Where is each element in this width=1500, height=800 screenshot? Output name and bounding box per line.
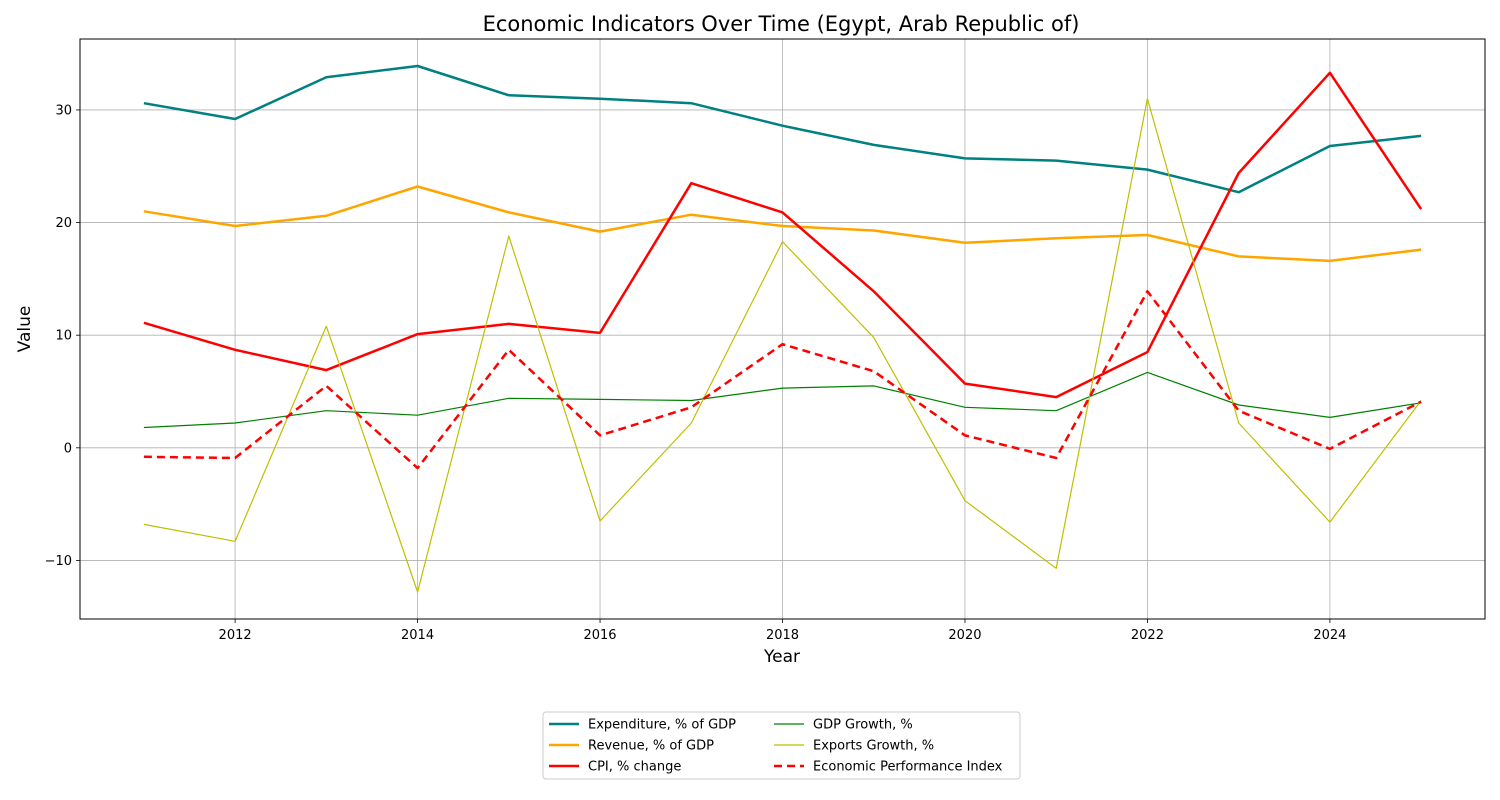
series-line bbox=[143, 185, 1422, 263]
legend-label: Economic Performance Index bbox=[813, 760, 1003, 775]
x-tick-label: 2020 bbox=[948, 628, 981, 643]
y-tick-label: 0 bbox=[64, 441, 72, 456]
legend-label: Expenditure, % of GDP bbox=[588, 718, 736, 733]
y-tick-label: −10 bbox=[45, 554, 72, 569]
x-tick-label: 2024 bbox=[1313, 628, 1346, 643]
x-axis: 2012 2014 2016 2018 2020 2022 2024 bbox=[219, 619, 1346, 643]
legend-label: Exports Growth, % bbox=[813, 739, 934, 754]
series-line bbox=[143, 290, 1422, 470]
grid bbox=[80, 39, 1485, 619]
series-line bbox=[143, 71, 1423, 399]
x-tick-label: 2018 bbox=[766, 628, 799, 643]
legend-label: CPI, % change bbox=[588, 760, 681, 775]
x-axis-label: Year bbox=[763, 647, 800, 667]
legend-label: Revenue, % of GDP bbox=[588, 739, 714, 754]
legend-label: GDP Growth, % bbox=[813, 718, 913, 733]
y-axis: −10 0 10 20 30 bbox=[45, 103, 80, 569]
x-tick-label: 2016 bbox=[583, 628, 616, 643]
series-line bbox=[143, 64, 1422, 194]
x-tick-label: 2012 bbox=[219, 628, 252, 643]
x-tick-label: 2014 bbox=[401, 628, 434, 643]
y-tick-label: 20 bbox=[55, 216, 72, 231]
chart-title: Economic Indicators Over Time (Egypt, Ar… bbox=[483, 12, 1080, 36]
y-tick-label: 30 bbox=[55, 103, 72, 118]
y-tick-label: 10 bbox=[55, 329, 72, 344]
legend: Expenditure, % of GDP Revenue, % of GDP CP… bbox=[542, 711, 1021, 780]
x-tick-label: 2022 bbox=[1131, 628, 1164, 643]
y-axis-label: Value bbox=[15, 306, 35, 353]
series-lines bbox=[143, 64, 1423, 593]
